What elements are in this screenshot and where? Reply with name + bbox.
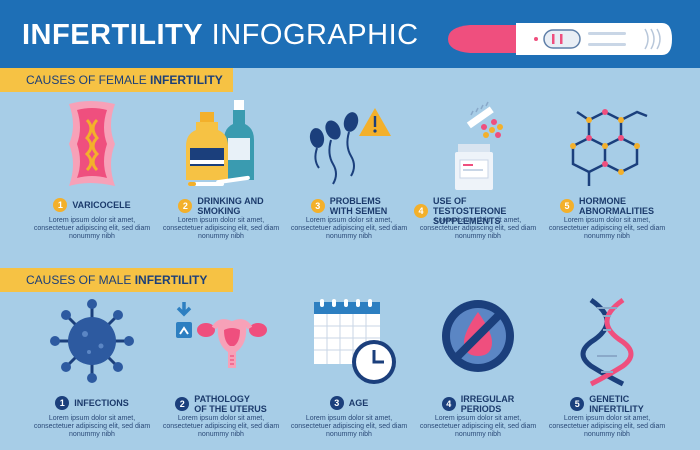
female-1-desc: Lorem ipsum dolor sit amet, consectetuer… xyxy=(33,217,151,240)
male-3-number: 3 xyxy=(329,396,344,410)
female-3-label: PROBLEMS WITH SEMEN xyxy=(329,196,388,216)
male-5-desc: Lorem ipsum dolor sit amet, consectetuer… xyxy=(548,415,666,438)
male-cause-2: 2 PATHOLOGY OF THE UTERUS Lorem ipsum do… xyxy=(157,294,285,444)
male-3-desc: Lorem ipsum dolor sit amet, consectetuer… xyxy=(290,415,408,438)
female-cause-3: 3 PROBLEMS WITH SEMEN Lorem ipsum dolor … xyxy=(285,96,413,246)
male-section-header: CAUSES OF MALE INFERTILITY xyxy=(0,268,233,292)
female-3-number: 3 xyxy=(310,199,325,213)
title-bold: INFERTILITY xyxy=(22,19,204,51)
male-4-number: 4 xyxy=(441,397,456,411)
female-cause-2: 2 DRINKING AND SMOKING Lorem ipsum dolor… xyxy=(157,96,285,246)
male-5-label: GENETIC INFERTILITY xyxy=(589,394,644,414)
female-4-label: USE OF TESTOSTERONE SUPPLEMENTS xyxy=(433,196,507,226)
female-5-desc: Lorem ipsum dolor sit amet, consectetuer… xyxy=(548,217,666,240)
female-section-strong: INFERTILITY xyxy=(150,73,223,87)
no-blood-drop-icon xyxy=(442,300,514,372)
pregnancy-test-icon xyxy=(448,23,672,55)
male-2-number: 2 xyxy=(175,397,190,411)
male-section-strong: INFERTILITY xyxy=(134,273,208,287)
male-section-prefix: CAUSES OF MALE xyxy=(26,273,132,287)
header-bar: INFERTILITY INFOGRAPHIC xyxy=(0,0,700,68)
female-4-number: 4 xyxy=(414,204,428,218)
female-3-desc: Lorem ipsum dolor sit amet, consectetuer… xyxy=(290,217,408,240)
bottles-cigarettes-icon xyxy=(186,100,254,186)
male-4-label: IRREGULAR PERIODS xyxy=(460,394,515,414)
female-1-number: 1 xyxy=(53,198,68,212)
male-2-desc: Lorem ipsum dolor sit amet, consectetuer… xyxy=(162,415,280,438)
male-1-number: 1 xyxy=(55,396,70,410)
female-2-label: DRINKING AND SMOKING xyxy=(197,196,264,216)
virus-icon xyxy=(50,299,134,383)
male-2-label: PATHOLOGY OF THE UTERUS xyxy=(194,394,267,414)
female-section-prefix: CAUSES OF FEMALE xyxy=(26,73,147,87)
female-cause-1: 1 VARICOCELE Lorem ipsum dolor sit amet,… xyxy=(28,96,156,246)
male-4-desc: Lorem ipsum dolor sit amet, consectetuer… xyxy=(419,415,537,438)
female-1-label: VARICOCELE xyxy=(72,200,131,210)
molecule-icon xyxy=(570,109,648,186)
female-section-header: CAUSES OF FEMALE INFERTILITY xyxy=(0,68,233,92)
female-cause-4: 4 USE OF TESTOSTERONE SUPPLEMENTS Lorem … xyxy=(414,96,542,246)
uterus-icon xyxy=(176,302,267,368)
male-3-label: AGE xyxy=(348,398,369,408)
male-5-number: 5 xyxy=(570,397,585,411)
title-light: INFOGRAPHIC xyxy=(211,19,419,51)
female-5-number: 5 xyxy=(560,199,574,213)
male-1-label: INFECTIONS xyxy=(74,398,129,408)
varicocele-icon xyxy=(69,101,115,186)
male-1-desc: Lorem ipsum dolor sit amet, consectetuer… xyxy=(33,415,151,438)
male-cause-5: 5 GENETIC INFERTILITY Lorem ipsum dolor … xyxy=(543,294,671,444)
page-title: INFERTILITY INFOGRAPHIC xyxy=(22,19,419,52)
calendar-clock-icon xyxy=(314,299,396,384)
female-cause-5: 5 HORMONE ABNORMALITIES Lorem ipsum dolo… xyxy=(543,96,671,246)
female-4-desc: Lorem ipsum dolor sit amet, consectetuer… xyxy=(419,217,537,240)
male-cause-3: 3 AGE Lorem ipsum dolor sit amet, consec… xyxy=(285,294,413,444)
dna-icon xyxy=(580,297,634,387)
pill-bottle-icon xyxy=(455,101,503,190)
sperm-warning-icon xyxy=(309,108,391,185)
female-5-label: HORMONE ABNORMALITIES xyxy=(579,196,654,216)
male-cause-1: 1 INFECTIONS Lorem ipsum dolor sit amet,… xyxy=(28,294,156,444)
female-2-desc: Lorem ipsum dolor sit amet, consectetuer… xyxy=(162,217,280,240)
male-cause-4: 4 IRREGULAR PERIODS Lorem ipsum dolor si… xyxy=(414,294,542,444)
female-2-number: 2 xyxy=(178,199,193,213)
